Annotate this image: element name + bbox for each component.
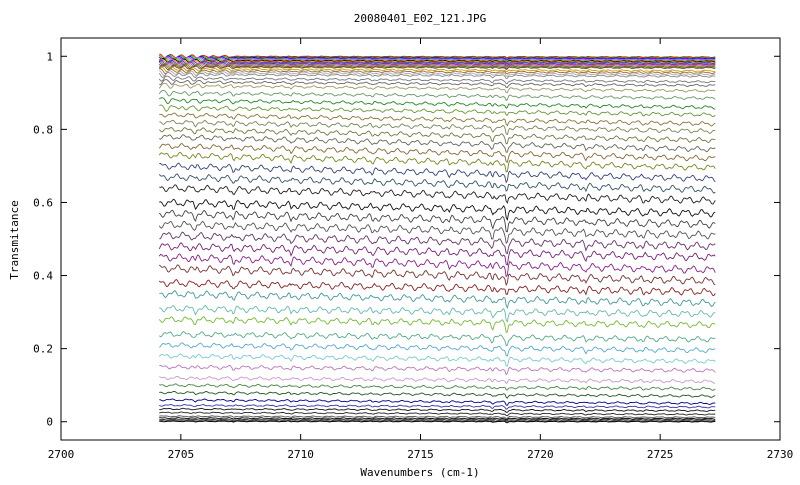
series-line (159, 66, 716, 73)
x-tick-label: 2715 (407, 448, 434, 461)
series-line (159, 304, 716, 323)
series-line (159, 418, 716, 421)
series-line (159, 419, 716, 423)
x-tick-label: 2700 (48, 448, 75, 461)
series-line (159, 60, 716, 66)
chart-title: 20080401_E02_121.JPG (354, 12, 486, 25)
series-line (158, 75, 716, 85)
series-line (158, 55, 716, 61)
series-line (158, 342, 716, 357)
x-tick-label: 2730 (767, 448, 794, 461)
x-tick-label: 2705 (168, 448, 195, 461)
series-line (159, 70, 716, 77)
series-line (159, 119, 716, 136)
series-line (159, 290, 716, 309)
series-line (159, 407, 716, 413)
y-tick-label: 0.6 (33, 196, 53, 209)
series-line (159, 53, 716, 60)
series-line (159, 134, 716, 153)
series-line (159, 364, 716, 376)
series-line (158, 61, 716, 67)
x-tick-label: 2710 (287, 448, 314, 461)
series-line (158, 220, 716, 244)
y-tick-label: 0.4 (33, 270, 53, 283)
series-line (159, 375, 716, 385)
series-line (158, 82, 716, 94)
series-line (159, 104, 716, 118)
x-tick-label: 2725 (647, 448, 674, 461)
series-line (158, 264, 716, 287)
series-line (158, 209, 716, 233)
series-line (158, 151, 716, 173)
series-line (158, 331, 716, 347)
series-line (159, 231, 716, 255)
series-line (158, 126, 716, 145)
y-axis-label: Transmitance (8, 200, 21, 279)
series-line (159, 79, 716, 89)
series-line (159, 398, 716, 406)
series-line (159, 417, 716, 421)
series-line (159, 59, 716, 66)
series-line (158, 316, 716, 334)
y-tick-label: 1 (46, 50, 53, 63)
series-line (159, 404, 716, 410)
series-line (158, 173, 716, 194)
series-line (158, 253, 716, 278)
series-line (158, 72, 716, 80)
series-line (158, 62, 716, 69)
y-tick-label: 0 (46, 416, 53, 429)
series-line (159, 420, 716, 424)
plot-area (60, 37, 781, 441)
series-line (158, 90, 716, 102)
y-tick-label: 0.2 (33, 343, 53, 356)
series-line (158, 353, 716, 367)
series-line (159, 112, 716, 127)
series-line (159, 411, 716, 417)
series-line (158, 54, 716, 60)
series-line (158, 64, 716, 71)
series-line (159, 198, 716, 222)
x-tick-label: 2720 (527, 448, 554, 461)
series-line (158, 278, 716, 296)
series-line (158, 143, 716, 164)
series-line (159, 184, 716, 205)
series-line (158, 97, 716, 110)
series-layer (158, 53, 716, 424)
x-axis-label: Wavenumbers (cm-1) (360, 466, 479, 479)
axes-layer: 2700 2705 2710 2715 2720 2725 2730 0 0.2 0.4 0.6 0.… (33, 38, 793, 461)
series-line (159, 390, 716, 399)
y-tick-label: 0.8 (33, 123, 53, 136)
series-line (158, 55, 716, 62)
series-line (158, 61, 716, 68)
series-line (159, 68, 716, 75)
series-line (159, 415, 716, 420)
series-line (159, 162, 716, 184)
series-line (159, 383, 716, 391)
series-line (158, 242, 716, 266)
series-line (159, 56, 716, 63)
